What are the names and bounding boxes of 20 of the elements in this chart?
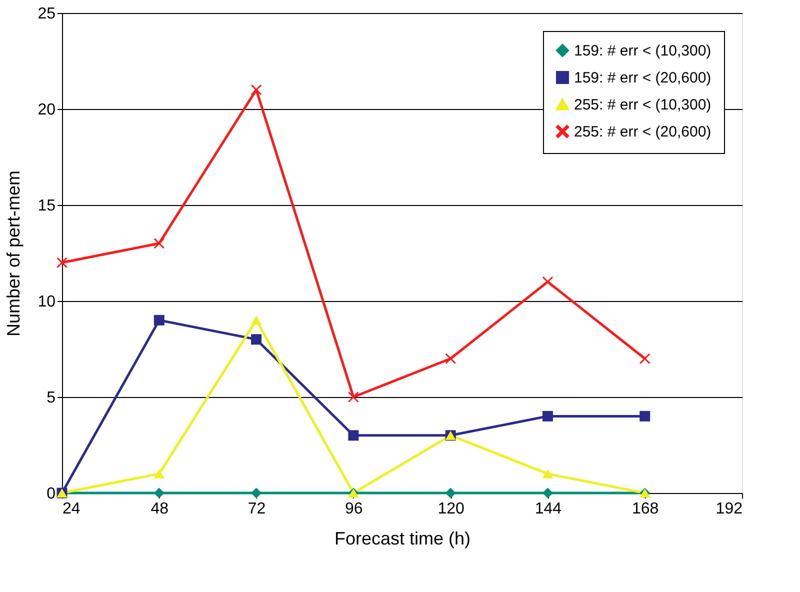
- x-axis-title: Forecast time (h): [334, 528, 471, 548]
- x-tick-label: 168: [632, 500, 659, 518]
- x-tick-label: 72: [248, 500, 266, 518]
- y-tick-label: 20: [38, 102, 56, 118]
- legend-label: 159: # err < (10,300): [574, 42, 712, 60]
- y-tick-label: 25: [38, 6, 56, 22]
- x-tick-label: 120: [438, 500, 465, 518]
- x-tick-label: 48: [150, 500, 169, 518]
- x-tick-label: 96: [345, 500, 363, 518]
- legend-label: 255: # err < (20,600): [574, 124, 712, 140]
- y-tick-label: 0: [46, 486, 56, 502]
- legend-label: 255: # err < (10,300): [574, 96, 712, 114]
- legend-label: 159: # err < (20,600): [574, 70, 712, 86]
- x-tick-label: 192: [716, 500, 743, 518]
- y-axis-title: Number of pert-mem: [4, 170, 24, 337]
- y-tick-label: 10: [38, 294, 56, 310]
- y-tick-label: 15: [38, 198, 56, 214]
- x-tick-label: 24: [62, 500, 80, 518]
- x-tick-label: 144: [534, 500, 562, 518]
- y-tick-label: 5: [46, 390, 56, 406]
